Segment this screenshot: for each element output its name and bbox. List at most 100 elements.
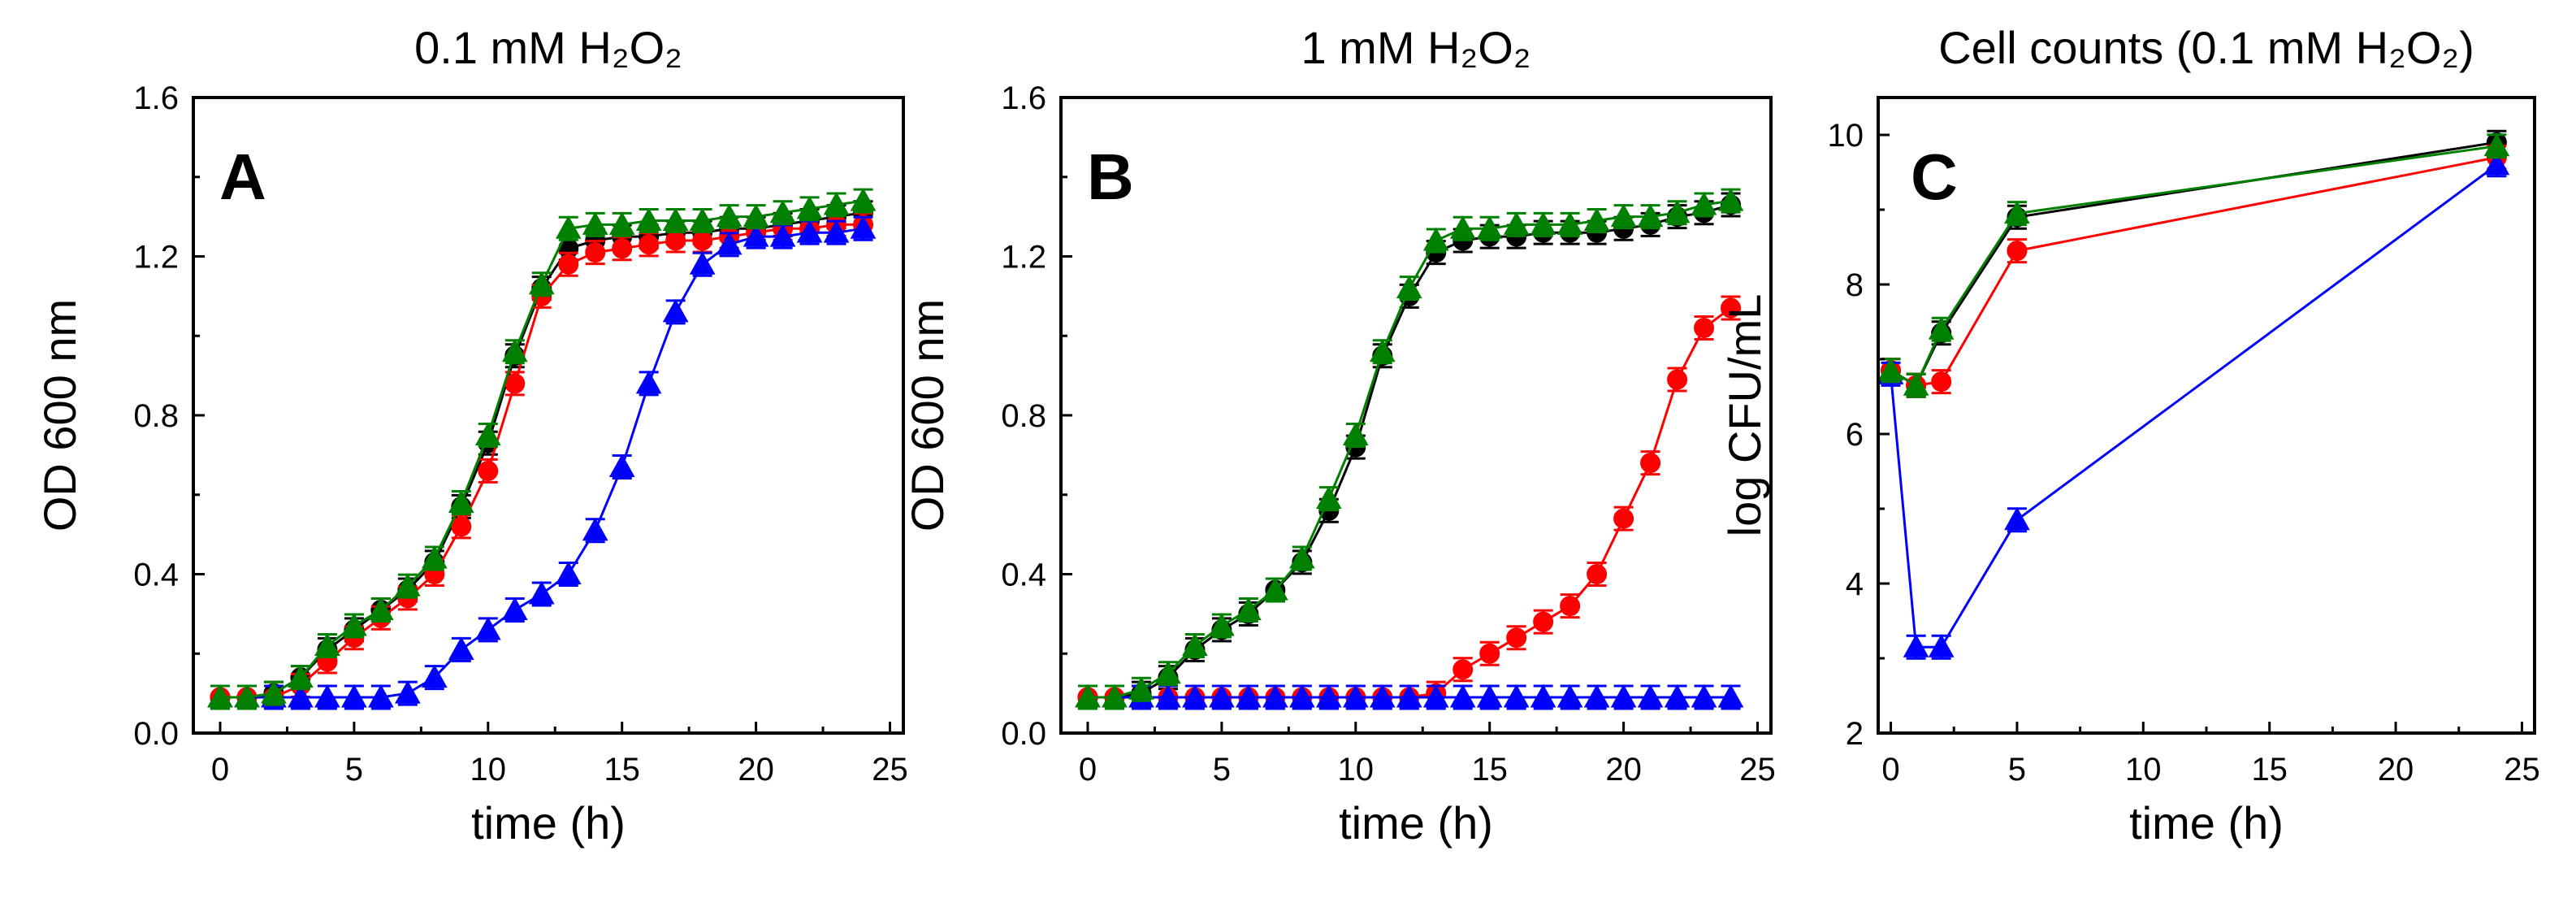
x-tick-label: 25 <box>2504 752 2540 788</box>
data-point-blue <box>1182 683 1208 708</box>
data-point-green <box>1583 207 1610 232</box>
data-point-red <box>1694 317 1715 338</box>
data-point-blue <box>1288 683 1315 708</box>
x-tick-label: 15 <box>604 752 640 788</box>
chart-title: Cell counts (0.1 mM H₂O₂) <box>1938 22 2474 73</box>
series-line-green <box>1890 145 2497 388</box>
y-tick-label: 4 <box>1846 566 1864 602</box>
data-point-blue <box>850 215 877 239</box>
data-point-green <box>1422 227 1449 251</box>
panel-b: 1 mM H₂O₂ 0 5 10 15 20 25 0.0 0.4 0.8 1.2 1.6 time (… <box>902 22 1776 848</box>
data-point-red <box>1479 643 1500 664</box>
data-point-green <box>662 207 689 232</box>
series-line-blue <box>1890 163 2498 649</box>
data-point-blue <box>635 370 662 394</box>
y-tick-label: 0.8 <box>1001 398 1046 434</box>
data-point-blue <box>1583 683 1610 708</box>
data-point-red <box>585 242 606 263</box>
data-point-blue <box>555 561 582 584</box>
data-point-green <box>1342 422 1369 445</box>
x-tick-label: 5 <box>2008 752 2026 788</box>
data-point-green <box>582 211 608 235</box>
data-point-green <box>474 422 501 445</box>
x-axis-label: time (h) <box>1339 797 1493 848</box>
data-point-blue <box>1610 683 1637 708</box>
data-point-blue <box>474 616 501 640</box>
data-point-green <box>823 191 850 215</box>
y-tick-label: 1.6 <box>133 80 179 116</box>
x-axis-label: time (h) <box>471 797 626 848</box>
data-point-green <box>1075 683 1101 708</box>
data-point-green <box>261 680 287 704</box>
x-tick-label: 20 <box>2378 752 2414 788</box>
data-point-green <box>1610 203 1637 228</box>
data-point-blue <box>1928 634 1955 657</box>
data-point-blue <box>1664 683 1691 708</box>
y-tick-label: 1.6 <box>1001 80 1046 116</box>
data-point-blue <box>1556 683 1583 708</box>
data-point-blue <box>1503 683 1530 708</box>
data-point-blue <box>448 636 474 660</box>
data-point-blue <box>501 597 528 620</box>
chart-title: 1 mM H₂O₂ <box>1301 22 1530 73</box>
y-axis-label: OD 600 nm <box>902 299 953 532</box>
x-tick-label: 20 <box>1605 752 1642 788</box>
data-point-red <box>1613 508 1634 529</box>
data-point-green <box>1903 372 1929 396</box>
data-point-blue <box>796 219 823 243</box>
y-tick-label: 0.4 <box>1001 558 1046 593</box>
data-point-green <box>608 211 635 235</box>
data-point-blue <box>1369 683 1396 708</box>
series-line-black <box>1890 141 2497 388</box>
data-point-red <box>478 460 499 481</box>
plot-frame <box>1877 96 2536 735</box>
data-point-green <box>716 203 742 228</box>
data-point-green <box>1503 211 1530 235</box>
data-point-green <box>1928 316 1955 340</box>
data-point-green <box>288 664 314 688</box>
data-point-blue <box>1530 683 1556 708</box>
data-point-red <box>558 254 579 275</box>
data-point-green <box>2483 132 2510 157</box>
x-tick-label: 5 <box>345 752 363 788</box>
x-tick-label: 15 <box>2251 752 2288 788</box>
data-point-red <box>2007 241 2028 262</box>
data-point-red <box>1506 627 1527 649</box>
data-point-blue <box>1691 683 1717 708</box>
data-point-blue <box>662 298 689 323</box>
data-point-green <box>207 683 233 708</box>
y-tick-label: 0.0 <box>1001 716 1046 752</box>
data-point-red <box>1587 564 1608 584</box>
y-axis-label: OD 600 nm <box>34 299 85 532</box>
data-point-red <box>1453 659 1474 680</box>
data-point-green <box>1182 632 1208 656</box>
data-point-blue <box>288 683 314 708</box>
data-point-red <box>692 230 713 251</box>
x-axis-label: time (h) <box>2129 797 2284 848</box>
data-point-green <box>1155 660 1181 684</box>
y-tick-label: 0.4 <box>133 558 179 593</box>
data-point-blue <box>421 664 448 688</box>
data-point-blue <box>1903 634 1929 657</box>
data-point-green <box>1556 211 1583 235</box>
panel-letter: C <box>1911 141 1958 213</box>
data-point-blue <box>689 251 716 275</box>
data-point-green <box>689 207 716 232</box>
data-point-blue <box>1155 683 1181 708</box>
data-point-red <box>1667 369 1688 390</box>
plot-frame <box>192 96 905 735</box>
data-point-red <box>451 516 472 537</box>
panel-letter: B <box>1087 141 1134 213</box>
data-point-blue <box>1717 683 1744 708</box>
y-tick-label: 6 <box>1846 417 1864 453</box>
y-tick-label: 1.2 <box>133 240 179 276</box>
data-point-green <box>796 195 823 219</box>
data-point-blue <box>368 683 394 708</box>
data-point-blue <box>528 580 555 605</box>
series-line-red <box>1088 306 1732 699</box>
panel-a: 0.1 mM H₂O₂ 0 5 10 15 20 25 0.0 0.4 0.8 1.2 1.6 time… <box>34 22 908 848</box>
data-point-green <box>1877 357 1904 381</box>
y-tick-label: 2 <box>1846 716 1864 752</box>
y-tick-label: 1.2 <box>1001 240 1046 276</box>
data-point-green <box>1476 215 1503 239</box>
